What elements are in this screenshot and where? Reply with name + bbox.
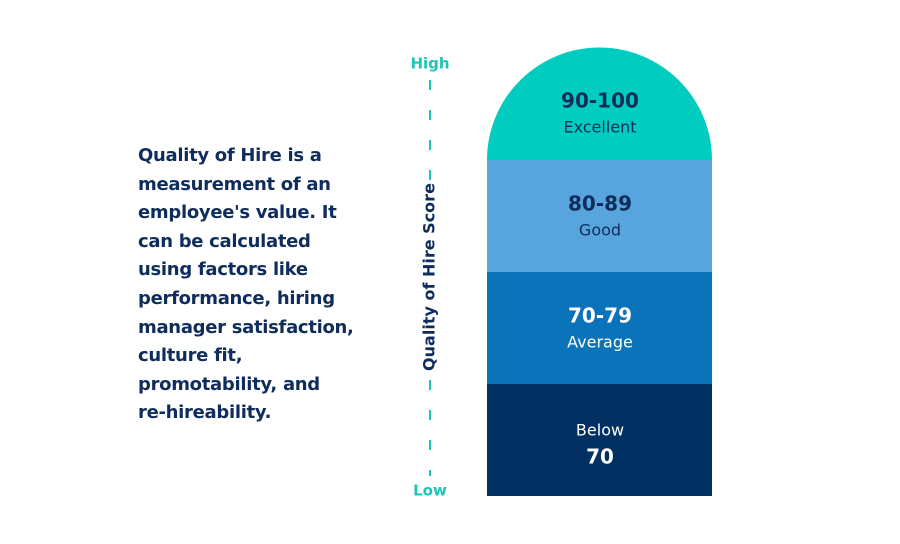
tier-range: 90-100 bbox=[561, 89, 639, 113]
tier-label: Good bbox=[579, 221, 621, 240]
description-line: using factors like bbox=[138, 259, 308, 281]
axis-label-gap bbox=[418, 180, 442, 374]
tier-label: Excellent bbox=[563, 118, 636, 137]
tier-below bbox=[487, 384, 712, 496]
tier-range: 70-79 bbox=[568, 304, 632, 328]
description-line: manager satisfaction, bbox=[138, 316, 354, 338]
tier-average bbox=[487, 272, 712, 384]
description-line: Quality of Hire is a bbox=[138, 145, 322, 166]
description-line: culture fit, bbox=[138, 345, 243, 367]
description-line: re-hireability. bbox=[138, 402, 272, 424]
tier-excellent bbox=[487, 47, 712, 161]
description-line: employee's value. It bbox=[138, 202, 337, 224]
tier-label: Below bbox=[576, 421, 624, 440]
tier-label: Average bbox=[567, 333, 633, 352]
axis-high: High bbox=[410, 55, 449, 73]
tier-good bbox=[487, 160, 712, 272]
tier-range: 80-89 bbox=[568, 192, 632, 216]
axis-low: Low bbox=[413, 482, 447, 500]
description-line: promotability, and bbox=[138, 373, 320, 395]
axis-title: Quality of Hire Score bbox=[420, 183, 439, 371]
description-line: performance, hiring bbox=[138, 287, 335, 309]
description: Quality of Hire is a measurement of an emp… bbox=[138, 142, 398, 428]
tier-range: 70 bbox=[586, 445, 614, 469]
description-line: can be calculated bbox=[138, 230, 311, 252]
description-line: measurement of an bbox=[138, 173, 331, 195]
